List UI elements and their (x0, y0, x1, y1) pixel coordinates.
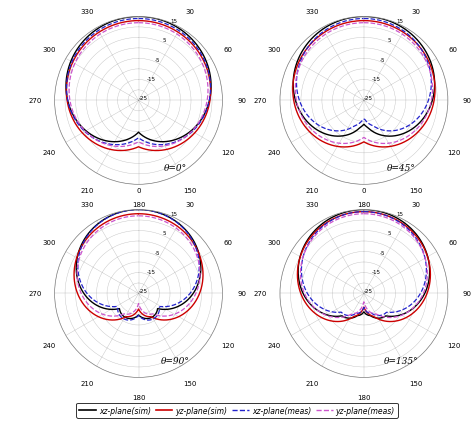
Text: θ=90°: θ=90° (161, 356, 190, 365)
Legend: xz-plane(sim), yz-plane(sim), xz-plane(meas), yz-plane(meas): xz-plane(sim), yz-plane(sim), xz-plane(m… (76, 403, 398, 418)
Text: θ=0°: θ=0° (164, 164, 187, 173)
Text: θ=135°: θ=135° (383, 356, 418, 365)
Text: θ=45°: θ=45° (386, 164, 415, 173)
